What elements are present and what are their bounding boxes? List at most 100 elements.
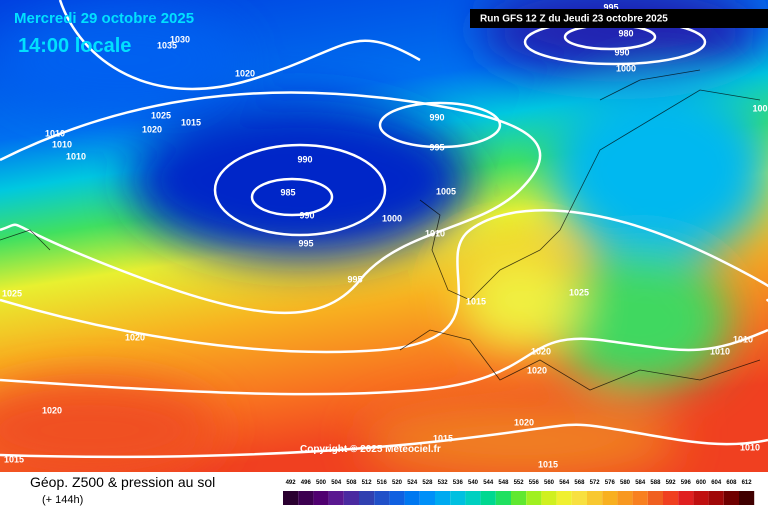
legend-swatch	[480, 491, 496, 505]
legend-swatch	[328, 491, 344, 505]
legend-label: 596	[681, 480, 692, 486]
isobar-label: 1010	[733, 334, 753, 344]
legend-label: 572	[590, 480, 601, 486]
legend-label: 544	[483, 480, 494, 486]
legend-label: 500	[316, 480, 327, 486]
isobar-label: 1010	[45, 128, 65, 138]
legend-label: 492	[286, 480, 297, 486]
legend-label: 588	[650, 480, 661, 486]
isobars	[0, 0, 768, 457]
legend-swatch	[663, 491, 679, 505]
legend-swatch	[465, 491, 481, 505]
isobar-label: 1000	[382, 213, 402, 223]
isobar-label: 995	[603, 2, 618, 12]
color-legend: 492 496 500 504 508 512 516 520 524 528 532 536 540 5…	[283, 480, 755, 505]
legend-label: 580	[620, 480, 631, 486]
legend-label: 600	[696, 480, 707, 486]
legend-swatch	[283, 491, 299, 505]
legend-label: 612	[742, 480, 753, 486]
isobar-label: 1015	[433, 433, 453, 443]
legend-label: 592	[666, 480, 677, 486]
legend-swatch	[404, 491, 420, 505]
isobar-label: 980	[618, 28, 633, 38]
isobar-label: 1010	[710, 346, 730, 356]
legend-swatch	[556, 491, 572, 505]
isobar-label: 1005	[436, 186, 456, 196]
legend-label: 508	[346, 480, 357, 486]
isobar-label: 1025	[151, 110, 171, 120]
isobar-label: 1015	[466, 296, 486, 306]
legend-label: 576	[605, 480, 616, 486]
legend-swatch	[419, 491, 435, 505]
legend-label: 496	[301, 480, 312, 486]
legend-label: 560	[544, 480, 555, 486]
legend-label: 520	[392, 480, 403, 486]
isobar-label: 990	[614, 47, 629, 57]
isobar-label: 990	[299, 210, 314, 220]
legend-label: 608	[726, 480, 737, 486]
legend-label: 556	[529, 480, 540, 486]
isobar-label: 1010	[52, 139, 72, 149]
legend-swatch	[298, 491, 314, 505]
legend-swatch	[541, 491, 557, 505]
isobar-label: 990	[429, 112, 444, 122]
isobar-label: 1020	[125, 332, 145, 342]
isobar-label: 1010	[740, 442, 760, 452]
legend-label: 504	[331, 480, 342, 486]
legend-swatch	[723, 491, 739, 505]
run-banner	[470, 9, 768, 28]
isobar-label: 1000	[616, 63, 636, 73]
legend-swatch	[389, 491, 405, 505]
isobar-label: 1015	[181, 117, 201, 127]
isobar-label: 1025	[2, 288, 22, 298]
legend-swatch	[708, 491, 724, 505]
legend-swatch	[739, 491, 755, 505]
legend-swatch	[495, 491, 511, 505]
legend-label: 568	[574, 480, 585, 486]
isobar-label: 990	[297, 154, 312, 164]
isobar-label: 1020	[142, 124, 162, 134]
isobar-label: 985	[280, 187, 295, 197]
isobar-label: 1015	[538, 459, 558, 469]
isobar-label: 1010	[425, 228, 445, 238]
legend-swatch	[647, 491, 663, 505]
isobar-label: 1020	[531, 346, 551, 356]
isobar-label: 995	[429, 142, 444, 152]
legend-label: 540	[468, 480, 479, 486]
copyright: Copyright © 2025 Meteociel.fr	[300, 444, 441, 455]
isobar-label: 1020	[235, 68, 255, 78]
legend-swatch	[313, 491, 329, 505]
coastlines	[0, 69, 761, 391]
isobar-label: 1020	[514, 417, 534, 427]
legend-swatch	[359, 491, 375, 505]
isobar-label: 1035	[157, 40, 177, 50]
legend-swatch	[526, 491, 542, 505]
isobar-label: 995	[298, 238, 313, 248]
legend-label: 532	[438, 480, 449, 486]
isobar-label: 100	[752, 103, 767, 113]
legend-swatch	[343, 491, 359, 505]
legend-swatch	[632, 491, 648, 505]
legend-swatch	[678, 491, 694, 505]
isobar-label: 1025	[569, 287, 589, 297]
isobar-label: 995	[347, 274, 362, 284]
forecast-date: Mercredi 29 octobre 2025	[14, 10, 194, 27]
legend-label: 524	[407, 480, 418, 486]
isobar-label: 1020	[527, 365, 547, 375]
isobar-label: 1030	[170, 34, 190, 44]
legend-label: 536	[453, 480, 464, 486]
legend-label: 512	[362, 480, 373, 486]
legend-swatch	[435, 491, 451, 505]
legend-label: 604	[711, 480, 722, 486]
legend-swatch	[571, 491, 587, 505]
footer-lead: (+ 144h)	[42, 494, 83, 506]
legend-swatch	[693, 491, 709, 505]
legend-swatch	[374, 491, 390, 505]
legend-label: 528	[422, 480, 433, 486]
legend-label: 584	[635, 480, 646, 486]
isobar-label: 1010	[66, 151, 86, 161]
legend-swatch	[617, 491, 633, 505]
isobar-label: 1020	[42, 405, 62, 415]
isobar-label: 1015	[4, 454, 24, 464]
